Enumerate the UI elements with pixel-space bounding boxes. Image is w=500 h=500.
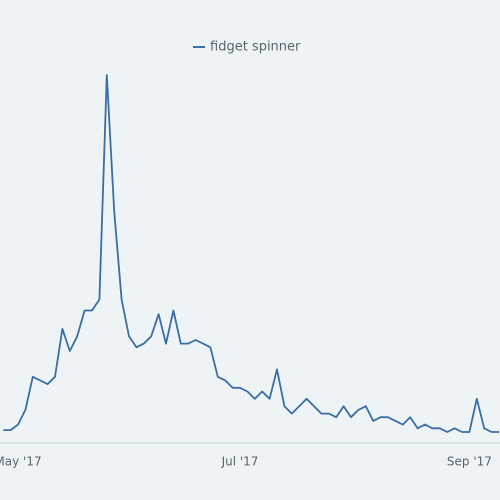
legend-label[interactable]: fidget spinner xyxy=(210,40,301,55)
x-tick-label: Jul '17 xyxy=(221,455,259,469)
x-tick-label: Sep '17 xyxy=(447,455,492,469)
plot-area: May '17 Jul '17 Sep '17 xyxy=(0,74,499,469)
legend[interactable]: fidget spinner xyxy=(193,40,301,55)
x-tick-label: May '17 xyxy=(0,455,42,469)
data-line xyxy=(3,74,499,433)
